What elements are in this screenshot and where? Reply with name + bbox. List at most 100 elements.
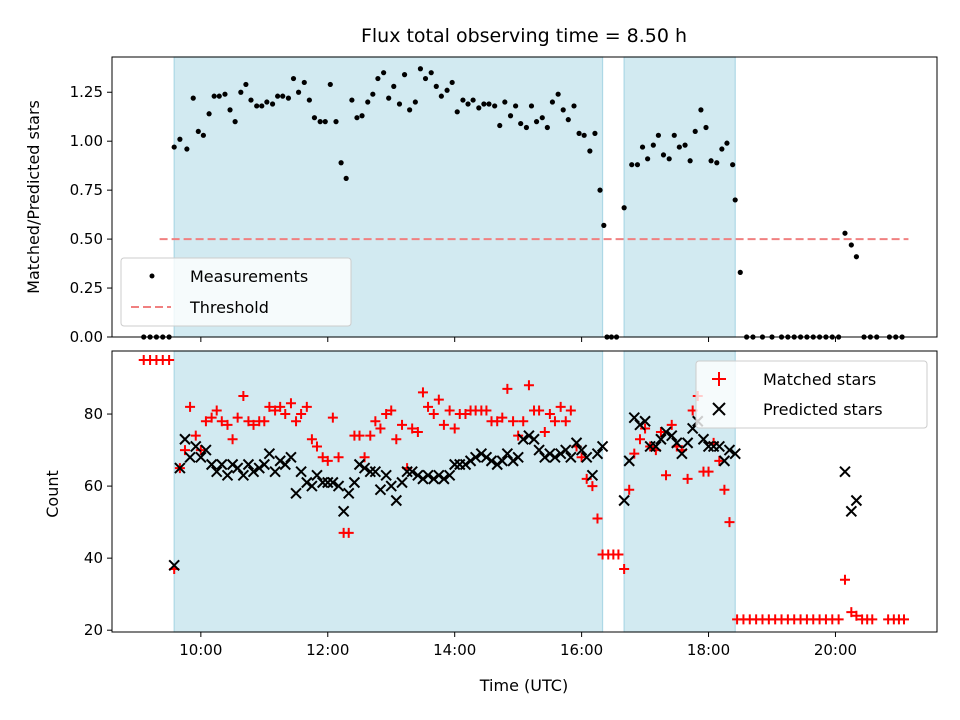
measurement-point (645, 156, 651, 162)
predicted-star-point (358, 462, 371, 474)
measurement-point (322, 119, 328, 125)
matched-star-point (264, 401, 275, 412)
measurement-point (200, 132, 206, 138)
measurement-point (343, 175, 349, 181)
predicted-star-point (729, 447, 741, 460)
bottom-legend: Matched stars Predicted stars (695, 360, 928, 429)
matched-star-point (655, 427, 666, 438)
matched-star-point (407, 423, 418, 434)
measurement-point (492, 103, 498, 109)
matched-star-point (238, 391, 249, 402)
predicted-star-point (650, 440, 662, 453)
predicted-star-point (306, 480, 318, 492)
measurement-point (177, 136, 183, 142)
matched-star-point (285, 398, 296, 409)
measurement-point (184, 146, 190, 152)
x-axis-label: Time (UTC) (479, 676, 568, 695)
predicted-star-point (512, 451, 524, 463)
matched-star-point (661, 470, 672, 481)
predicted-star-point (285, 451, 297, 463)
measurement-point (295, 89, 302, 95)
measurement-point (391, 83, 397, 89)
predicted-star-point (491, 458, 503, 471)
predicted-star-point (496, 455, 508, 467)
measurement-point (238, 89, 244, 95)
matched-star-point (391, 434, 402, 445)
measurement-point (338, 160, 344, 166)
y-tick-label: 1.25 (70, 83, 103, 101)
predicted-star-point (348, 476, 361, 489)
measurement-point (428, 70, 434, 76)
measurement-point (417, 66, 424, 72)
measurement-point (671, 132, 677, 138)
measurement-point (275, 93, 281, 99)
measurement-point (333, 119, 339, 125)
measurement-point (280, 93, 286, 99)
matched-star-point (576, 452, 587, 463)
measurement-point (714, 160, 720, 166)
measurement-point (401, 72, 408, 78)
matched-star-point (386, 405, 397, 416)
y-tick-label: 0.00 (70, 328, 103, 346)
measurement-point (248, 97, 254, 103)
matched-star-point (539, 427, 550, 438)
measurement-point (730, 162, 736, 168)
predicted-star-point (469, 451, 482, 463)
y-tick-label: 20 (84, 621, 103, 639)
measurement-point (737, 269, 743, 275)
predicted-star-point (475, 447, 488, 460)
predicted-star-point (168, 559, 180, 572)
legend-matched-marker (712, 372, 726, 386)
measurement-point (422, 75, 429, 82)
predicted-star-point (618, 494, 630, 507)
matched-star-point (555, 401, 566, 412)
measurement-point (412, 99, 418, 105)
matched-star-point (333, 452, 344, 463)
predicted-star-point (343, 487, 355, 500)
matched-star-point (222, 419, 233, 430)
measurement-point (386, 95, 392, 101)
matched-star-point (423, 401, 434, 412)
legend-measurements-label: Measurements (190, 267, 308, 286)
predicted-star-point (565, 451, 577, 463)
predicted-star-point (702, 440, 715, 453)
measurement-point (502, 99, 508, 105)
x-tick-label: 12:00 (306, 641, 349, 659)
predicted-star-point (623, 455, 635, 467)
predicted-star-point (671, 437, 683, 449)
top-legend: Measurements Threshold (120, 257, 352, 327)
predicted-star-point (433, 469, 445, 481)
matched-star-point (412, 427, 423, 438)
matched-star-point (206, 412, 217, 423)
predicted-star-point (639, 415, 651, 427)
measurement-point (708, 158, 714, 164)
matched-star-point (227, 434, 238, 445)
matched-star-point (185, 401, 196, 412)
predicted-star-point (221, 469, 234, 481)
matched-star-point (397, 419, 408, 430)
predicted-star-point (211, 465, 223, 478)
predicted-star-point (269, 465, 281, 478)
x-tick-label: 20:00 (814, 641, 857, 659)
matched-star-point (444, 405, 455, 416)
measurement-point (587, 148, 593, 154)
measurement-point (171, 144, 177, 150)
predicted-star-point (718, 455, 731, 467)
matched-star-point (259, 416, 270, 427)
predicted-star-point (412, 469, 424, 481)
measurement-point (698, 107, 704, 113)
y-tick-label: 60 (84, 477, 103, 495)
matched-star-point (280, 409, 291, 420)
predicted-star-point (655, 433, 667, 445)
measurement-point (349, 97, 355, 103)
measurement-point (571, 103, 577, 109)
predicted-star-point (560, 444, 572, 456)
predicted-star-point (322, 476, 334, 489)
measurement-point (486, 101, 492, 107)
measurement-point (301, 79, 307, 86)
measurement-point (476, 105, 482, 111)
predicted-star-point (676, 447, 688, 460)
matched-star-point (666, 419, 677, 430)
matched-star-point (534, 405, 545, 416)
matched-star-point (211, 405, 222, 416)
